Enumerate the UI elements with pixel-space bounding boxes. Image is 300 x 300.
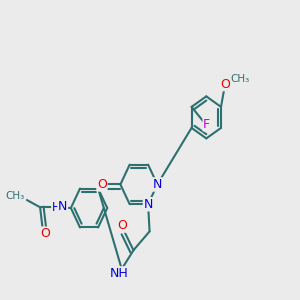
Text: O: O	[40, 227, 50, 240]
Text: N: N	[143, 198, 153, 211]
Text: O: O	[117, 219, 127, 232]
Text: N: N	[58, 200, 68, 213]
Text: F: F	[203, 118, 210, 131]
Text: O: O	[97, 178, 107, 191]
Text: NH: NH	[110, 267, 129, 280]
Text: O: O	[220, 77, 230, 91]
Text: CH₃: CH₃	[5, 191, 25, 201]
Text: H: H	[52, 201, 61, 214]
Text: CH₃: CH₃	[231, 74, 250, 84]
Text: N: N	[153, 178, 162, 191]
